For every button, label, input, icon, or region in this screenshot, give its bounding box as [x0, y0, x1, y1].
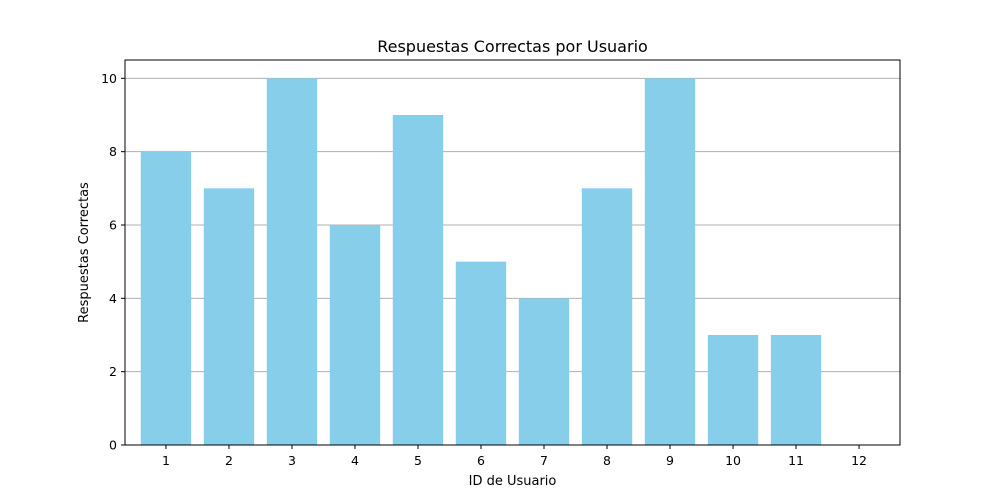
- y-tick-label: 10: [101, 71, 117, 86]
- x-tick-label: 8: [603, 453, 611, 468]
- x-tick-label: 9: [666, 453, 674, 468]
- x-tick-label: 2: [225, 453, 233, 468]
- bar-user-1: [140, 151, 192, 445]
- bar-user-4: [329, 225, 381, 445]
- bar-user-7: [518, 298, 570, 445]
- x-tick-label: 1: [162, 453, 170, 468]
- x-tick-label: 4: [351, 453, 359, 468]
- y-axis-ticks: 0 2 4 6 8 10: [101, 71, 125, 453]
- bar-user-5: [392, 115, 444, 445]
- bars: [140, 78, 822, 446]
- x-tick-label: 5: [414, 453, 422, 468]
- y-tick-label: 2: [109, 364, 117, 379]
- x-tick-label: 7: [540, 453, 548, 468]
- chart-title: Respuestas Correctas por Usuario: [377, 37, 648, 56]
- y-tick-label: 6: [109, 218, 117, 233]
- x-tick-label: 10: [725, 453, 741, 468]
- y-tick-label: 4: [109, 291, 117, 306]
- y-axis-label: Respuestas Correctas: [77, 182, 92, 323]
- plot-frame: [124, 59, 901, 446]
- y-tick-label: 8: [109, 144, 117, 159]
- x-tick-label: 6: [477, 453, 485, 468]
- bar-user-6: [455, 261, 507, 445]
- x-tick-label: 11: [788, 453, 804, 468]
- x-tick-label: 3: [288, 453, 296, 468]
- bar-user-3: [266, 78, 318, 445]
- bar-user-2: [203, 188, 255, 446]
- bar-user-10: [707, 335, 759, 445]
- bar-user-11: [770, 335, 822, 445]
- x-axis-ticks: 1 2 3 4 5 6 7 8 9 10 11 12: [162, 445, 867, 468]
- y-tick-label: 0: [109, 438, 117, 453]
- bar-user-8: [581, 188, 633, 446]
- x-axis-label: ID de Usuario: [469, 474, 557, 489]
- bar-user-9: [644, 78, 696, 445]
- x-tick-label: 12: [851, 453, 867, 468]
